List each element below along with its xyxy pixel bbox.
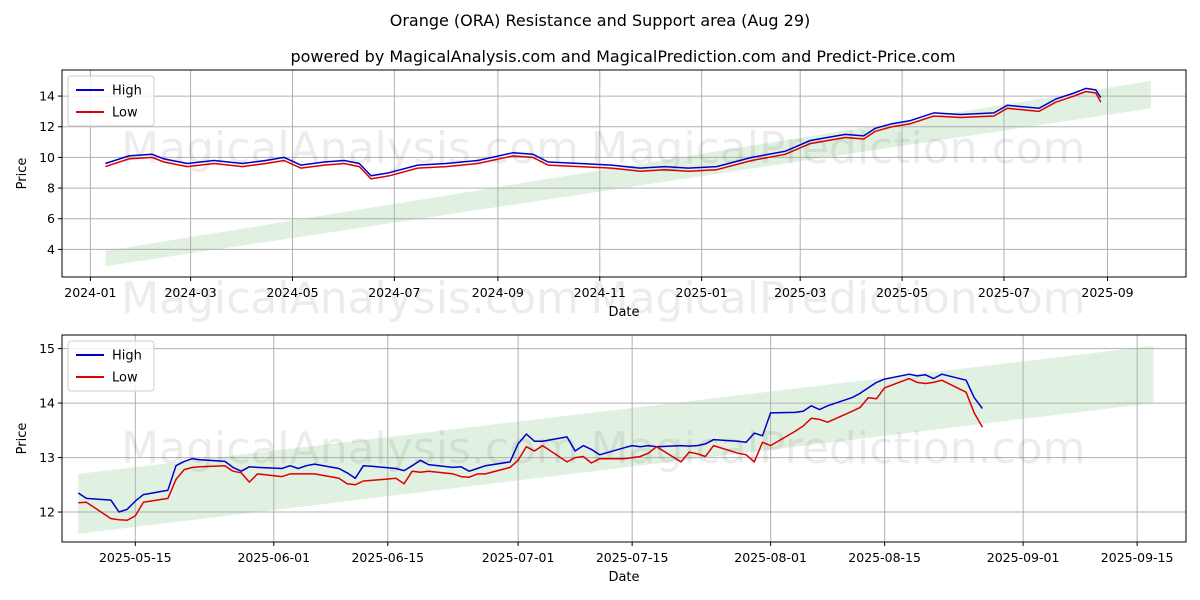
x-tick-label: 2025-07 [978, 285, 1030, 300]
legend: High Low [67, 75, 155, 127]
y-tick-label: 15 [39, 341, 55, 356]
top-chart-panel: 2024-01 2024-03 2024-05 2024-07 2024-09 2024-… [15, 69, 1187, 320]
y-axis-label: Price [15, 158, 30, 190]
legend-label: High [112, 349, 142, 364]
legend-label: High [112, 84, 142, 99]
chart-subtitle: powered by MagicalAnalysis.com and Magic… [290, 47, 955, 66]
x-tick-label: 2024-01 [64, 285, 116, 300]
x-tick-label: 2025-07-01 [482, 550, 555, 565]
x-axis-label: Date [608, 570, 639, 585]
x-tick-label: 2024-07 [368, 285, 420, 300]
series-line-high [77, 373, 983, 513]
y-tick-label: 12 [39, 505, 55, 520]
legend-label: Low [112, 106, 138, 121]
legend-label: Low [112, 371, 138, 386]
x-tick-label: 2025-05-15 [99, 550, 172, 565]
x-tick-label: 2025-05 [876, 285, 928, 300]
x-tick-label: 2025-01 [676, 285, 728, 300]
watermark-text: MagicalAnalysis.com [121, 123, 579, 174]
watermark-text: MagicalPrediction.com [591, 273, 1086, 324]
x-tick-label: 2024-03 [164, 285, 216, 300]
x-tick-label: 2024-09 [472, 285, 524, 300]
series-line-low [78, 377, 984, 521]
x-tick-label: 2024-11 [574, 285, 626, 300]
x-tick-label: 2025-08-15 [848, 550, 921, 565]
plot-frame [61, 69, 1187, 278]
y-tick-label: 14 [39, 396, 55, 411]
series-line-high [105, 87, 1102, 177]
watermark-text: MagicalPrediction.com [591, 423, 1086, 474]
x-tick-label: 2025-06-01 [237, 550, 310, 565]
x-tick-label: 2025-08-01 [734, 550, 807, 565]
y-tick-label: 4 [47, 242, 55, 257]
watermark-text: MagicalPrediction.com [591, 123, 1086, 174]
y-axis-label: Price [15, 423, 30, 455]
x-tick-label: 2025-06-15 [351, 550, 424, 565]
y-tick-label: 14 [39, 89, 55, 104]
bottom-chart-panel: 2025-05-15 2025-06-01 2025-06-15 2025-07-01… [15, 334, 1187, 585]
y-tick-label: 13 [39, 450, 55, 465]
x-tick-label: 2025-07-15 [596, 550, 669, 565]
x-tick-label: 2025-09-01 [987, 550, 1060, 565]
x-tick-label: 2025-09 [1081, 285, 1133, 300]
y-tick-label: 12 [39, 119, 55, 134]
legend: High Low [67, 340, 155, 392]
y-tick-label: 8 [47, 181, 55, 196]
y-tick-label: 6 [47, 211, 55, 226]
chart-title: Orange (ORA) Resistance and Support area… [390, 11, 811, 30]
plot-frame [61, 334, 1187, 543]
series-line-low [105, 90, 1102, 180]
watermark-text: MagicalAnalysis.com [121, 273, 579, 324]
y-tick-label: 10 [39, 150, 55, 165]
watermark-text: MagicalAnalysis.com [121, 423, 579, 474]
x-axis-label: Date [608, 305, 639, 320]
x-tick-label: 2025-03 [774, 285, 826, 300]
x-tick-label: 2025-09-15 [1101, 550, 1174, 565]
x-tick-label: 2024-05 [266, 285, 318, 300]
